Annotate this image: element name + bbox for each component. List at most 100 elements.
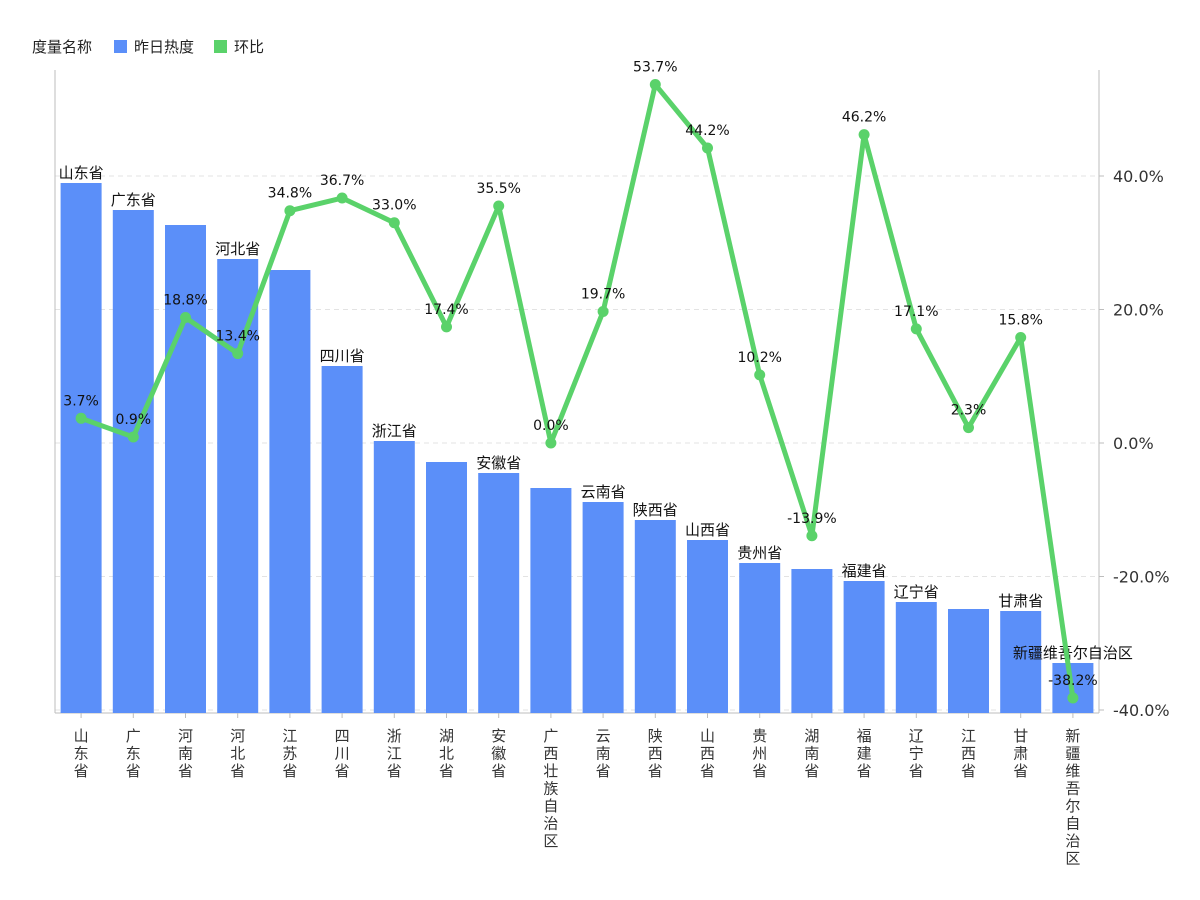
bar[interactable] <box>373 441 415 713</box>
category-label: 陕西省 <box>648 727 663 780</box>
ratio-point[interactable] <box>702 142 713 154</box>
bar-label: 浙江省 <box>372 422 417 440</box>
ratio-label: 0.9% <box>116 412 152 428</box>
right-axis-tick-label: -20.0% <box>1113 568 1170 587</box>
ratio-label: 10.2% <box>737 350 781 366</box>
legend-swatch-heat <box>114 39 128 53</box>
legend-title: 度量名称 <box>32 37 93 56</box>
bar[interactable] <box>895 602 937 713</box>
bar[interactable] <box>948 609 989 713</box>
category-label: 安徽省 <box>491 727 506 780</box>
ratio-point[interactable] <box>754 369 766 381</box>
ratio-point[interactable] <box>910 323 922 335</box>
category-label: 福建省 <box>857 727 872 780</box>
bar-label: 安徽省 <box>476 454 521 472</box>
ratio-label: 36.7% <box>320 173 364 189</box>
ratio-point[interactable] <box>858 129 870 141</box>
category-label: 广东省 <box>126 727 141 780</box>
ratio-point[interactable] <box>597 306 609 318</box>
ratio-point[interactable] <box>649 79 661 91</box>
ratio-label: 17.1% <box>894 304 938 320</box>
ratio-point[interactable] <box>806 530 818 542</box>
ratio-point[interactable] <box>545 437 557 449</box>
legend-label-heat: 昨日热度 <box>134 37 195 56</box>
category-label: 山西省 <box>700 727 715 780</box>
bar-label: 辽宁省 <box>894 583 939 601</box>
bar[interactable] <box>426 462 467 713</box>
bar-label: 河北省 <box>215 240 260 258</box>
axis-layer <box>54 70 1100 718</box>
category-label: 辽宁省 <box>909 727 924 780</box>
category-label: 湖北省 <box>439 727 454 780</box>
ratio-label: 17.4% <box>424 302 468 318</box>
ratio-point[interactable] <box>180 312 191 324</box>
bar-label: 四川省 <box>320 347 365 365</box>
tick-layer: -40.0% -20.0% 0.0% 20.0% 40.0% <box>1099 167 1170 720</box>
ratio-point[interactable] <box>1015 332 1027 344</box>
bar[interactable] <box>530 488 572 713</box>
ratio-point[interactable] <box>493 200 505 212</box>
legend-item-heat[interactable]: 昨日热度 <box>114 36 194 57</box>
ratio-point[interactable] <box>963 422 974 434</box>
ratio-label: 0.0% <box>533 418 569 434</box>
ratio-point[interactable] <box>232 348 244 360</box>
bar[interactable] <box>478 473 520 713</box>
bar[interactable] <box>112 210 154 713</box>
bar[interactable] <box>60 183 102 713</box>
bar-label: 陕西省 <box>633 501 678 519</box>
ratio-label: 2.3% <box>951 403 987 419</box>
ratio-label: 18.8% <box>163 293 207 309</box>
ratio-point[interactable] <box>1067 692 1079 704</box>
legend-item-ratio[interactable]: 环比 <box>214 36 264 57</box>
bar[interactable] <box>739 563 781 713</box>
ratio-label: 13.4% <box>215 329 259 345</box>
category-layer: 山东省 广东省 河南省 河北省 江苏省 四川省 浙江省 湖北省 安徽省 广西壮族自治区 云南省 陕西省… <box>74 727 1081 868</box>
bar-layer <box>60 183 1094 713</box>
ratio-point[interactable] <box>441 321 452 333</box>
category-label: 浙江省 <box>387 727 402 780</box>
ratio-label: 53.7% <box>633 60 677 76</box>
ratio-point[interactable] <box>284 205 296 217</box>
ratio-label: -13.9% <box>787 511 837 527</box>
category-label: 贵州省 <box>752 727 767 780</box>
bar[interactable] <box>269 270 311 713</box>
bar-label: 贵州省 <box>737 544 782 562</box>
ratio-label: 3.7% <box>63 393 99 409</box>
bar[interactable] <box>843 581 885 713</box>
category-label: 江西省 <box>961 727 976 780</box>
bar[interactable] <box>321 366 363 713</box>
bar[interactable] <box>582 502 624 713</box>
bar-label: 山东省 <box>59 164 104 182</box>
grid-layer <box>55 175 1099 711</box>
ratio-label: 46.2% <box>842 110 886 126</box>
category-label: 河北省 <box>230 727 245 780</box>
bar-label: 云南省 <box>581 483 626 501</box>
ratio-point[interactable] <box>336 192 348 204</box>
bar[interactable] <box>165 225 206 713</box>
ratio-point[interactable] <box>388 217 400 229</box>
bar[interactable] <box>217 259 259 713</box>
bar[interactable] <box>791 569 833 713</box>
bar[interactable] <box>687 540 728 713</box>
ratio-line <box>78 82 1076 701</box>
bar[interactable] <box>634 520 676 713</box>
bar[interactable] <box>1000 611 1042 713</box>
bar-label: 福建省 <box>842 562 887 580</box>
right-axis-tick-label: 20.0% <box>1113 301 1164 320</box>
category-label: 云南省 <box>596 727 611 780</box>
ratio-label: 44.2% <box>685 123 729 139</box>
category-label: 新疆维吾尔自治区 <box>1065 727 1080 868</box>
ratio-label: 35.5% <box>476 181 520 197</box>
ratio-point[interactable] <box>75 412 87 424</box>
category-label: 河南省 <box>178 727 193 780</box>
right-axis-tick-label: 40.0% <box>1113 167 1164 186</box>
right-axis-tick-label: -40.0% <box>1113 701 1170 720</box>
ratio-label: 19.7% <box>581 287 625 303</box>
category-label: 江苏省 <box>282 727 297 780</box>
category-label: 湖南省 <box>804 727 819 780</box>
bar-label: 甘肃省 <box>998 592 1043 610</box>
ratio-point[interactable] <box>127 431 139 443</box>
ratio-label: 34.8% <box>268 186 312 202</box>
